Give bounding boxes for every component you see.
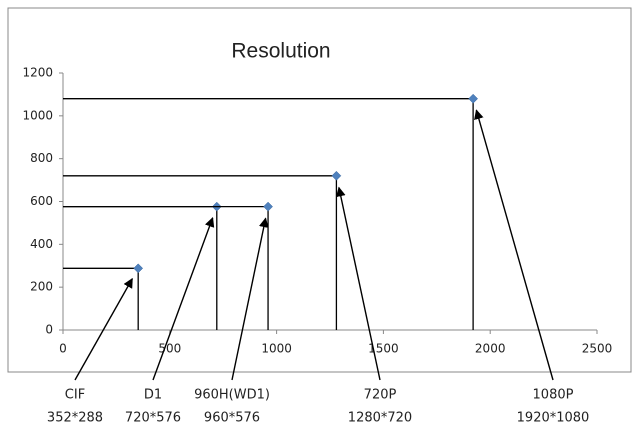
y-tick-label: 400	[30, 237, 53, 251]
x-tick-label: 0	[59, 342, 67, 356]
x-tick-label: 2000	[475, 342, 506, 356]
x-tick-label: 1500	[368, 342, 399, 356]
annotation-detail: 1280*720	[348, 411, 412, 426]
y-tick-label: 1200	[22, 66, 53, 80]
y-tick-label: 0	[45, 323, 53, 337]
point	[468, 93, 478, 104]
x-tick-label: 500	[158, 342, 181, 356]
y-tick-label: 200	[30, 280, 53, 294]
chart-border	[7, 7, 632, 373]
point	[263, 201, 273, 212]
y-tick-label: 600	[30, 194, 53, 208]
x-tick-label: 2500	[582, 342, 613, 356]
annotation-detail: 720*576	[125, 411, 181, 426]
annotation-detail: 352*288	[47, 411, 103, 426]
annotation-arrow	[335, 186, 381, 381]
point	[331, 170, 342, 181]
annotation-arrow	[152, 216, 215, 381]
annotation-detail: 960*576	[204, 411, 260, 426]
y-tick-label: 800	[30, 151, 53, 165]
annotation-arrow	[474, 109, 554, 381]
annotation-label: 720P	[364, 388, 397, 403]
chart-title: Resolution	[231, 40, 330, 63]
y-tick-label: 1000	[22, 108, 53, 122]
annotation-label: CIF	[65, 388, 85, 403]
annotation-label: 1080P	[533, 388, 574, 403]
annotation-arrow	[231, 217, 269, 381]
annotation-label: D1	[144, 388, 162, 403]
x-tick-label: 1000	[261, 342, 292, 356]
annotation-label: 960H(WD1)	[194, 388, 270, 403]
annotation-detail: 1920*1080	[517, 411, 590, 426]
point	[133, 263, 144, 274]
annotation-arrow	[74, 277, 133, 381]
